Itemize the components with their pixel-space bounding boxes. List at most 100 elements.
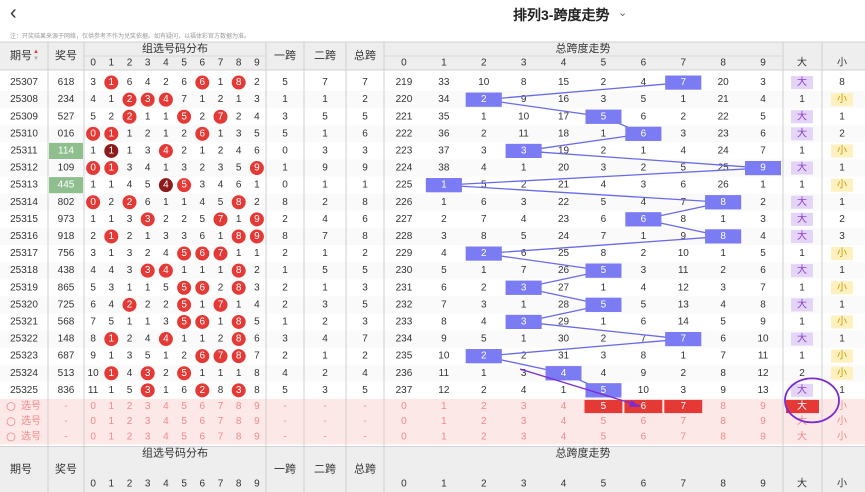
pick-label[interactable]: 选号	[21, 429, 41, 442]
small-bg	[831, 349, 853, 363]
pick-radio-icon[interactable]	[6, 417, 16, 427]
pick-digit[interactable]: 7	[218, 431, 224, 442]
trend-miss: 2	[680, 368, 686, 379]
pick-digit[interactable]: 6	[200, 431, 206, 442]
pick-digit[interactable]: 1	[109, 431, 115, 442]
trend-miss: 7	[481, 214, 487, 225]
pick-trend-digit[interactable]: 2	[481, 416, 487, 427]
big-cell: 大	[797, 212, 807, 225]
pick-trend-digit[interactable]: 7	[680, 431, 686, 442]
big-cell: 1	[799, 145, 805, 156]
pick-big-selected[interactable]	[786, 399, 819, 414]
pick-trend-digit[interactable]: 8	[720, 416, 726, 427]
pick-digit[interactable]: 1	[109, 416, 115, 427]
pick-digit[interactable]: 4	[163, 401, 169, 412]
pick-trend-digit[interactable]: 6	[641, 431, 647, 442]
pick-digit[interactable]: 7	[218, 416, 224, 427]
pick-digit[interactable]: 8	[236, 416, 242, 427]
pick-digit[interactable]: 0	[90, 416, 96, 427]
pick-digit[interactable]: 7	[218, 401, 224, 412]
page-title[interactable]: 排列3-跨度走势	[513, 7, 610, 23]
pick-trend-digit[interactable]: 6	[641, 416, 647, 427]
header-dist-digit: 7	[218, 58, 224, 69]
trend-hit-box	[465, 92, 502, 107]
pick-trend-digit[interactable]: 0	[401, 416, 407, 427]
pick-radio-icon[interactable]	[6, 402, 16, 411]
trend-miss: 12	[757, 368, 769, 379]
pick-selected-box[interactable]	[584, 399, 623, 414]
dist-miss: 1	[218, 77, 224, 88]
pick-trend-digit[interactable]: 0	[401, 431, 407, 442]
title-chevron-down-icon[interactable]: ⌄	[618, 7, 628, 19]
big-cell: 大	[797, 75, 807, 88]
pick-digit[interactable]: 6	[200, 401, 206, 412]
pick-digit[interactable]: 0	[90, 431, 96, 442]
pick-trend-digit[interactable]: 4	[561, 416, 567, 427]
pick-label[interactable]: 选号	[21, 414, 41, 427]
big-cell: 1	[799, 351, 805, 362]
pick-digit[interactable]: 4	[163, 431, 169, 442]
pick-trend-digit[interactable]: 3	[521, 416, 527, 427]
small-cell: 1	[839, 111, 845, 122]
pick-trend-digit[interactable]: 5	[601, 431, 607, 442]
pick-big[interactable]: 大	[797, 429, 807, 442]
pick-trend-digit[interactable]: 0	[401, 401, 407, 412]
pick-trend-digit[interactable]: 1	[441, 416, 447, 427]
pick-trend-digit[interactable]: 1	[441, 431, 447, 442]
pick-trend-digit[interactable]: 2	[481, 431, 487, 442]
trend-miss: 5	[521, 231, 527, 242]
pick-digit[interactable]: 9	[254, 401, 260, 412]
pick-trend-digit[interactable]: 4	[561, 401, 567, 412]
pick-digit[interactable]: 3	[145, 416, 151, 427]
pick-digit[interactable]: 5	[181, 416, 187, 427]
pick-small[interactable]: 小	[837, 415, 847, 427]
pick-big[interactable]: 大	[797, 399, 807, 412]
pick-trend-digit[interactable]: 7	[680, 401, 686, 412]
pick-trend-digit[interactable]: 6	[641, 401, 647, 412]
pick-trend-digit[interactable]: 9	[760, 401, 766, 412]
pick-digit[interactable]: 2	[127, 431, 133, 442]
pick-digit[interactable]: 4	[163, 416, 169, 427]
small-cell: 1	[839, 334, 845, 345]
pick-radio-icon[interactable]	[6, 432, 16, 442]
back-chevron-left-icon[interactable]: ‹	[10, 2, 17, 24]
pick-digit[interactable]: 6	[200, 416, 206, 427]
pick-trend-digit[interactable]: 8	[720, 401, 726, 412]
pick-digit[interactable]: 5	[181, 401, 187, 412]
pick-digit[interactable]: 8	[236, 431, 242, 442]
pick-trend-digit[interactable]: 4	[561, 431, 567, 442]
dist-ball-number: 9	[254, 231, 260, 242]
pick-digit[interactable]: 5	[181, 431, 187, 442]
pick-trend-digit[interactable]: 3	[521, 401, 527, 412]
header-trend-digit: 1	[441, 58, 447, 69]
pick-digit[interactable]: 1	[109, 401, 115, 412]
pick-small[interactable]: 小	[837, 430, 847, 442]
total-cell: 5	[362, 111, 368, 122]
pick-trend-digit[interactable]: 8	[720, 431, 726, 442]
pick-trend-digit[interactable]: 5	[601, 401, 607, 412]
pick-digit[interactable]: 0	[90, 401, 96, 412]
pick-digit[interactable]: 2	[127, 416, 133, 427]
pick-trend-digit[interactable]: 5	[601, 416, 607, 427]
big-cell: 大	[797, 195, 807, 208]
trend-miss: 29	[558, 316, 570, 327]
pick-digit[interactable]: 9	[254, 431, 260, 442]
footer-dist-digit: 8	[236, 479, 242, 490]
pick-trend-digit[interactable]: 1	[441, 401, 447, 412]
pick-digit[interactable]: 9	[254, 416, 260, 427]
trend-miss: 6	[720, 334, 726, 345]
pick-trend-digit[interactable]: 9	[760, 416, 766, 427]
pick-digit[interactable]: 3	[145, 401, 151, 412]
pick-small[interactable]: 小	[837, 400, 847, 412]
footer-trend-digit: 9	[760, 479, 766, 490]
pick-trend-digit[interactable]: 3	[521, 431, 527, 442]
pick-digit[interactable]: 8	[236, 401, 242, 412]
pick-selected-box[interactable]	[664, 399, 703, 414]
pick-trend-digit[interactable]: 9	[760, 431, 766, 442]
pick-digit[interactable]: 2	[127, 401, 133, 412]
pick-trend-digit[interactable]: 7	[680, 416, 686, 427]
pick-digit[interactable]: 3	[145, 431, 151, 442]
pick-trend-digit[interactable]: 2	[481, 401, 487, 412]
footer-trend-digit: 8	[720, 479, 726, 490]
pick-label[interactable]: 选号	[21, 399, 41, 412]
